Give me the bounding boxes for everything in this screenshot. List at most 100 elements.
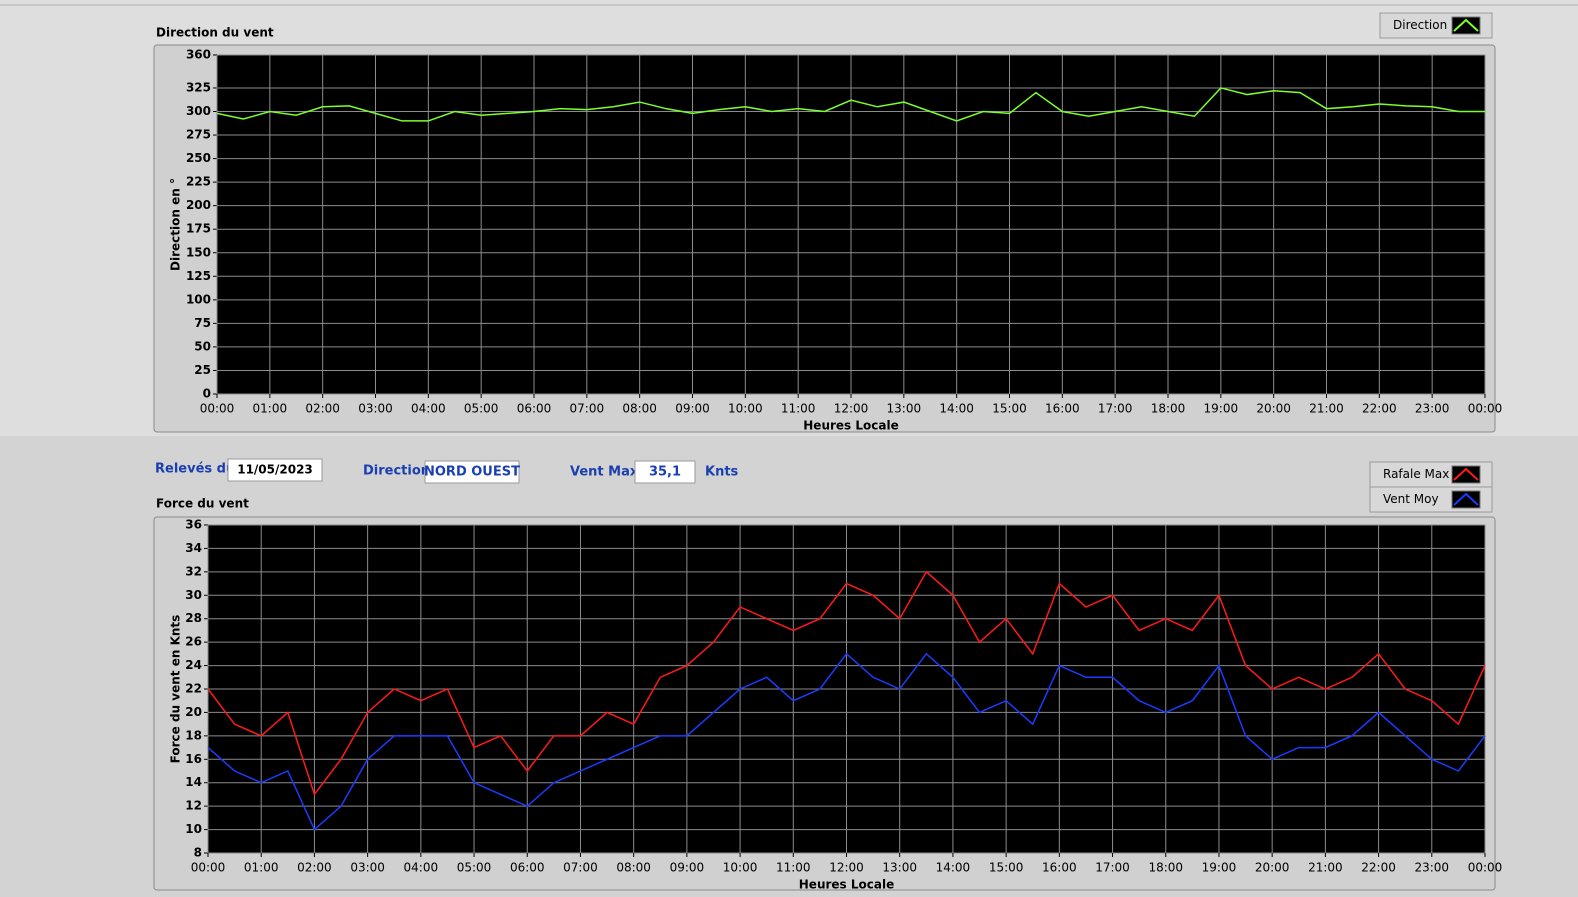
- x-tick-label: 15:00: [989, 861, 1024, 875]
- y-tick-label: 100: [186, 292, 211, 306]
- legend-swatch: [1453, 467, 1479, 481]
- y-tick-label: 36: [185, 518, 202, 532]
- y-tick-label: 18: [185, 728, 202, 742]
- x-tick-label: 21:00: [1309, 402, 1344, 416]
- x-tick-label: 22:00: [1362, 402, 1397, 416]
- x-tick-label: 02:00: [305, 402, 340, 416]
- x-tick-label: 11:00: [781, 402, 816, 416]
- y-tick-label: 20: [185, 705, 202, 719]
- x-tick-label: 08:00: [616, 861, 651, 875]
- legend-swatch: [1453, 492, 1479, 506]
- x-tick-label: 14:00: [939, 402, 974, 416]
- y-tick-label: 275: [186, 128, 211, 142]
- legend-label: Direction: [1393, 18, 1447, 32]
- max-value: 35,1: [649, 465, 681, 480]
- y-axis-label: Direction en °: [169, 178, 183, 271]
- y-tick-label: 16: [185, 752, 202, 766]
- x-tick-label: 01:00: [253, 402, 288, 416]
- x-tick-label: 19:00: [1202, 861, 1237, 875]
- y-tick-label: 25: [194, 363, 211, 377]
- x-tick-label: 04:00: [404, 861, 439, 875]
- x-tick-label: 18:00: [1151, 402, 1186, 416]
- x-tick-label: 09:00: [670, 861, 705, 875]
- y-tick-label: 250: [186, 151, 211, 165]
- x-tick-label: 01:00: [244, 861, 279, 875]
- y-tick-label: 125: [186, 269, 211, 283]
- chart-title: Force du vent: [156, 497, 249, 511]
- x-tick-label: 22:00: [1361, 861, 1396, 875]
- legend-label: Rafale Max: [1383, 467, 1449, 481]
- x-tick-label: 03:00: [358, 402, 393, 416]
- x-tick-label: 12:00: [829, 861, 864, 875]
- y-tick-label: 225: [186, 175, 211, 189]
- y-tick-label: 26: [185, 635, 202, 649]
- y-tick-label: 200: [186, 198, 211, 212]
- x-tick-label: 14:00: [936, 861, 971, 875]
- x-tick-label: 00:00: [1468, 861, 1503, 875]
- direction-value: NORD OUEST: [424, 465, 520, 480]
- legend-swatch: [1453, 18, 1479, 32]
- legend-swatch-bg: [1451, 16, 1481, 35]
- y-tick-label: 22: [185, 682, 202, 696]
- x-tick-label: 17:00: [1095, 861, 1130, 875]
- x-tick-label: 21:00: [1308, 861, 1343, 875]
- x-axis-label: Heures Locale: [799, 878, 894, 892]
- y-tick-label: 75: [194, 316, 211, 330]
- y-tick-label: 10: [185, 822, 202, 836]
- x-tick-label: 19:00: [1204, 402, 1239, 416]
- x-tick-label: 04:00: [411, 402, 446, 416]
- y-tick-label: 34: [185, 541, 202, 555]
- y-tick-label: 8: [194, 846, 202, 860]
- date-value: 11/05/2023: [237, 463, 313, 477]
- x-tick-label: 06:00: [517, 402, 552, 416]
- y-tick-label: 325: [186, 80, 211, 94]
- x-tick-label: 18:00: [1148, 861, 1183, 875]
- x-tick-label: 10:00: [723, 861, 758, 875]
- legend-label: Vent Moy: [1383, 492, 1439, 506]
- x-tick-label: 05:00: [464, 402, 499, 416]
- max-field[interactable]: [634, 460, 696, 484]
- legend-swatch-bg: [1451, 465, 1481, 484]
- y-tick-label: 24: [185, 658, 202, 672]
- data-line: [216, 87, 1485, 122]
- y-tick-label: 30: [185, 588, 202, 602]
- chart-title: Direction du vent: [156, 26, 274, 40]
- direction-field[interactable]: [424, 460, 520, 484]
- x-tick-label: 15:00: [992, 402, 1027, 416]
- x-tick-label: 07:00: [570, 402, 605, 416]
- max-unit: Knts: [705, 465, 739, 480]
- direction-label: Direction: [363, 464, 430, 479]
- x-tick-label: 02:00: [297, 861, 332, 875]
- x-tick-label: 20:00: [1255, 861, 1290, 875]
- y-tick-label: 0: [203, 387, 211, 401]
- y-axis-label: Force du vent en Knts: [169, 615, 183, 764]
- data-line: [207, 652, 1486, 831]
- x-axis-label: Heures Locale: [803, 419, 898, 433]
- y-tick-label: 175: [186, 222, 211, 236]
- y-tick-label: 300: [186, 104, 211, 118]
- x-tick-label: 23:00: [1415, 402, 1450, 416]
- x-tick-label: 12:00: [834, 402, 869, 416]
- x-tick-label: 11:00: [776, 861, 811, 875]
- x-tick-label: 08:00: [622, 402, 657, 416]
- legend-swatch-bg: [1451, 490, 1481, 509]
- x-tick-label: 00:00: [200, 402, 235, 416]
- x-tick-label: 00:00: [1468, 402, 1503, 416]
- x-tick-label: 09:00: [675, 402, 710, 416]
- x-tick-label: 16:00: [1042, 861, 1077, 875]
- data-line: [207, 570, 1486, 797]
- x-tick-label: 03:00: [350, 861, 385, 875]
- date-field[interactable]: [227, 458, 323, 482]
- y-tick-label: 28: [185, 611, 202, 625]
- x-tick-label: 17:00: [1098, 402, 1133, 416]
- x-tick-label: 16:00: [1045, 402, 1080, 416]
- max-label: Vent Max: [570, 465, 639, 480]
- x-tick-label: 13:00: [887, 402, 922, 416]
- x-tick-label: 07:00: [563, 861, 598, 875]
- y-tick-label: 360: [186, 48, 211, 62]
- x-tick-label: 05:00: [457, 861, 492, 875]
- x-tick-label: 23:00: [1414, 861, 1449, 875]
- y-tick-label: 150: [186, 245, 211, 259]
